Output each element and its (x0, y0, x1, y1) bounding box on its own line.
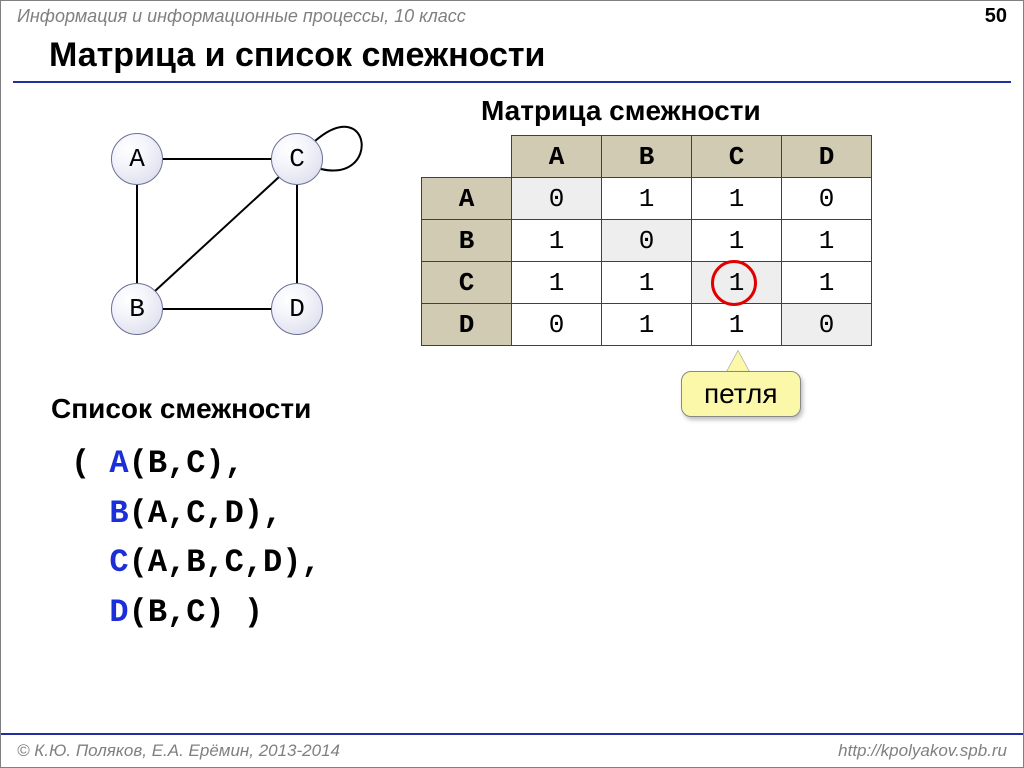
row-header: D (422, 304, 512, 346)
course-label: Информация и информационные процессы, 10… (17, 6, 466, 27)
row-header: A (422, 178, 512, 220)
page-number: 50 (985, 5, 1007, 28)
table-cell: 1 (782, 220, 872, 262)
footer-right: http://kpolyakov.spb.ru (838, 741, 1007, 761)
graph-node-d: D (271, 283, 323, 335)
graph-node-a: A (111, 133, 163, 185)
graph-diagram: A C B D (71, 113, 381, 373)
col-header: C (692, 136, 782, 178)
table-row: B 1 0 1 1 (422, 220, 872, 262)
row-header: C (422, 262, 512, 304)
table-row: A 0 1 1 0 (422, 178, 872, 220)
table-cell: 1 (692, 304, 782, 346)
graph-node-c: C (271, 133, 323, 185)
table-cell: 1 (692, 262, 782, 304)
adjacency-matrix-block: Матрица смежности A B C D A 0 1 1 0 (421, 95, 872, 351)
table-cell: 1 (692, 220, 782, 262)
table-cell: 1 (602, 304, 692, 346)
table-cell: 1 (782, 262, 872, 304)
callout-text: петля (704, 378, 778, 409)
table-cell: 0 (782, 304, 872, 346)
page-title: Матрица и список смежности (13, 30, 1011, 83)
adjacency-list-block: Список смежности ( A(B,C), B(A,C,D), C(A… (51, 393, 321, 637)
table-cell: 0 (782, 178, 872, 220)
table-cell: 0 (602, 220, 692, 262)
table-cell: 1 (602, 262, 692, 304)
list-title: Список смежности (51, 393, 321, 425)
table-cell: 0 (512, 304, 602, 346)
table-row: D 0 1 1 0 (422, 304, 872, 346)
loop-callout: петля (681, 371, 801, 417)
footer-left: © К.Ю. Поляков, Е.А. Ерёмин, 2013-2014 (17, 741, 340, 761)
callout-tail (726, 351, 750, 373)
matrix-title: Матрица смежности (481, 95, 872, 127)
col-header: A (512, 136, 602, 178)
col-header: D (782, 136, 872, 178)
row-header: B (422, 220, 512, 262)
adjacency-matrix-table: A B C D A 0 1 1 0 B 1 0 1 1 (421, 135, 872, 346)
top-bar: Информация и информационные процессы, 10… (1, 1, 1023, 30)
table-corner (422, 136, 512, 178)
table-cell: 1 (602, 178, 692, 220)
col-header: B (602, 136, 692, 178)
graph-node-b: B (111, 283, 163, 335)
table-cell: 1 (512, 262, 602, 304)
table-cell: 1 (512, 220, 602, 262)
table-row: C 1 1 1 1 (422, 262, 872, 304)
footer: © К.Ю. Поляков, Е.А. Ерёмин, 2013-2014 h… (1, 733, 1023, 767)
table-cell: 0 (512, 178, 602, 220)
table-cell: 1 (692, 178, 782, 220)
adjacency-list-code: ( A(B,C), B(A,C,D), C(A,B,C,D), D(B,C) ) (51, 439, 321, 637)
